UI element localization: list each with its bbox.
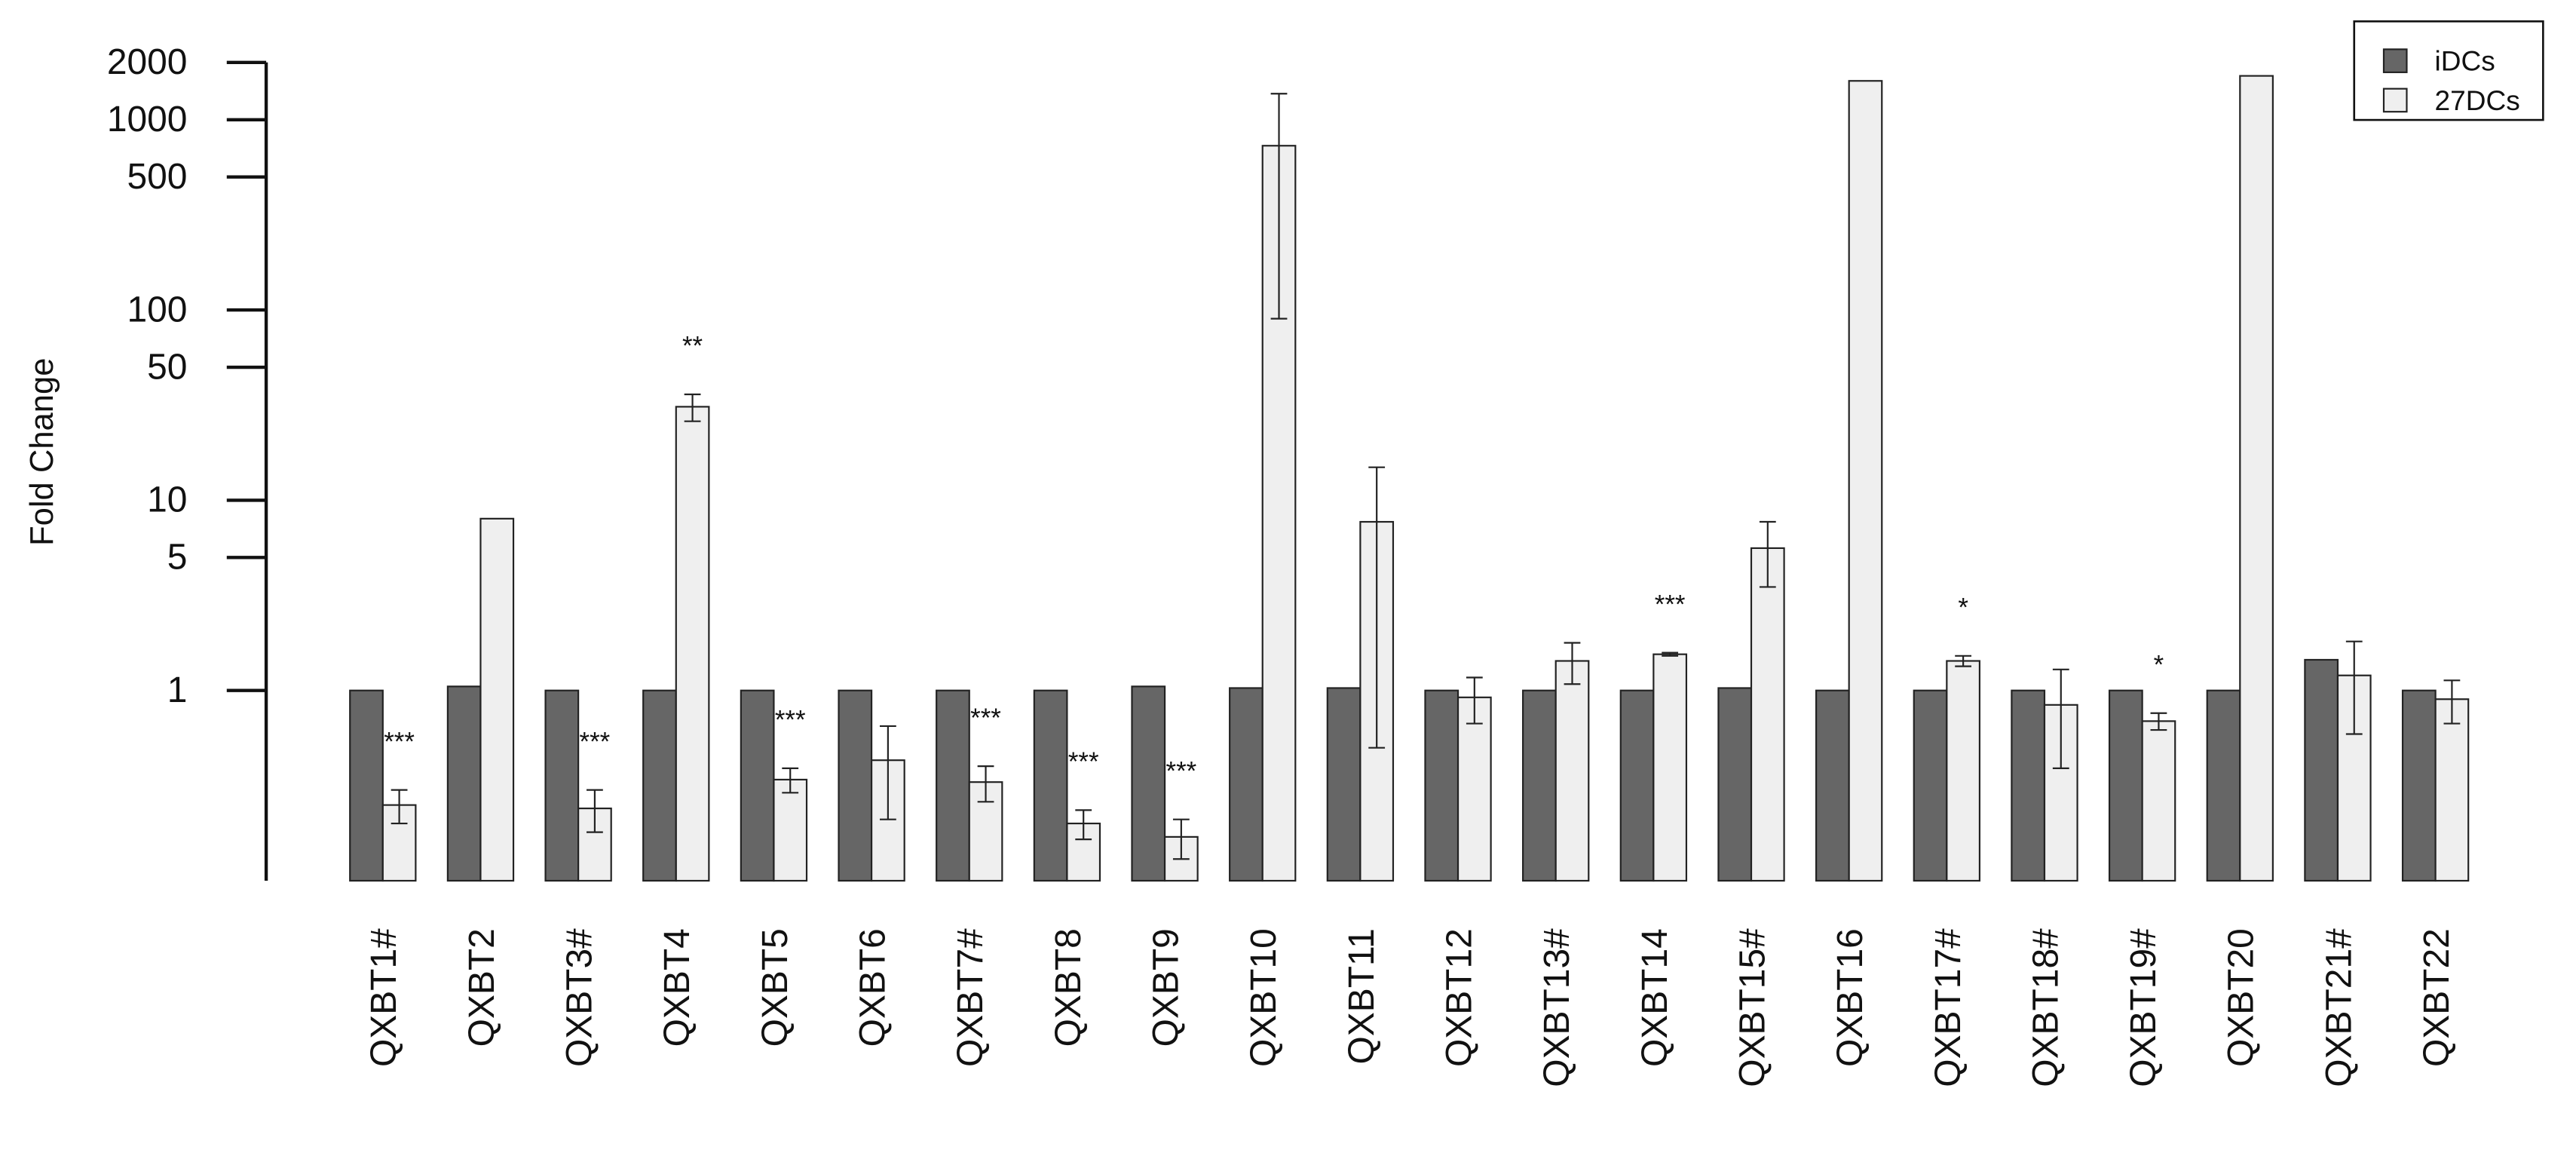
bar [2108, 689, 2143, 882]
bar [1946, 660, 1981, 882]
error-bar [1172, 818, 1190, 860]
bar [1033, 689, 1068, 882]
error-bar [1564, 642, 1581, 685]
bar [479, 517, 515, 882]
y-tick-label: 10 [147, 480, 187, 520]
x-tick-label: QXBT6 [853, 928, 893, 1047]
significance-label: ** [682, 332, 703, 361]
error-bar [2150, 712, 2167, 731]
bar [642, 689, 677, 882]
bar [1229, 687, 1263, 882]
x-tick-label: QXBT8 [1049, 928, 1089, 1047]
error-bar [977, 765, 994, 803]
bar [838, 689, 873, 882]
bar [2011, 689, 2046, 882]
significance-label: *** [580, 727, 611, 756]
significance-label: *** [1068, 747, 1099, 777]
x-tick-label: QXBT16 [1830, 928, 1870, 1067]
bar [1522, 689, 1557, 882]
error-bar [1759, 520, 1776, 588]
legend-label: 27DCs [2435, 84, 2520, 116]
x-tick-label: QXBT20 [2222, 928, 2262, 1067]
error-bar [879, 725, 896, 820]
bar [1750, 547, 1785, 882]
bar [2434, 698, 2470, 882]
bar [2206, 689, 2241, 882]
significance-label: *** [1655, 590, 1686, 619]
error-bar [782, 767, 799, 794]
bar [1913, 689, 1948, 882]
bar [1717, 687, 1753, 882]
x-tick-label: QXBT19# [2124, 928, 2164, 1087]
x-tick-label: QXBT3# [560, 928, 600, 1067]
x-tick-label: QXBT12 [1439, 928, 1479, 1067]
bar [2304, 658, 2339, 882]
error-bar [1955, 655, 1972, 667]
bar [1652, 653, 1688, 882]
y-tick-label: 100 [127, 290, 188, 330]
x-tick-label: QXBT17# [1928, 928, 1968, 1087]
error-bar [1466, 676, 1483, 725]
bar [1619, 689, 1655, 882]
y-axis-label: Fold Change [24, 357, 60, 546]
bar [1554, 660, 1590, 882]
bar [1131, 685, 1166, 882]
error-bar [2443, 679, 2461, 725]
y-tick-label: 50 [147, 347, 187, 387]
significance-label: * [1958, 593, 1968, 623]
bar [740, 689, 775, 882]
error-bar [587, 789, 603, 833]
x-tick-label: QXBT2 [462, 928, 502, 1047]
error-bar [1662, 651, 1679, 657]
bar [1815, 689, 1850, 882]
bar [544, 689, 580, 882]
bar [1456, 696, 1492, 882]
y-tick-label: 2000 [107, 42, 188, 82]
x-tick-label: QXBT11 [1342, 928, 1382, 1064]
bar [1424, 689, 1460, 882]
y-tick-label: 5 [167, 538, 188, 578]
bar [2239, 75, 2274, 882]
bar [773, 778, 808, 882]
bar [1848, 80, 1883, 882]
x-tick-label: QXBT1# [364, 928, 404, 1067]
x-tick-label: QXBT7# [951, 928, 991, 1067]
significance-label: * [2154, 650, 2164, 679]
significance-label: *** [970, 704, 1001, 733]
y-tick-label: 1 [167, 670, 188, 710]
error-bar [1075, 809, 1092, 841]
bar [2141, 720, 2176, 882]
error-bar [391, 789, 408, 825]
error-bar [1368, 466, 1386, 749]
significance-label: *** [384, 727, 415, 756]
x-tick-label: QXBT22 [2417, 928, 2457, 1067]
x-tick-label: QXBT4 [657, 928, 697, 1047]
significance-label: *** [775, 706, 806, 735]
x-tick-label: QXBT9 [1146, 928, 1186, 1047]
error-bar [2345, 640, 2363, 735]
x-tick-label: QXBT21# [2319, 928, 2359, 1087]
bar [936, 689, 970, 882]
legend-swatch [2382, 48, 2408, 73]
bar [1326, 687, 1362, 882]
x-tick-label: QXBT5 [755, 928, 795, 1047]
y-tick-label: 1000 [107, 100, 188, 139]
legend-swatch [2382, 87, 2408, 113]
y-tick-label: 500 [127, 157, 188, 197]
bar [446, 685, 482, 882]
bar [2401, 689, 2437, 882]
error-bar [1270, 93, 1288, 320]
x-tick-label: QXBT18# [2026, 928, 2066, 1087]
x-tick-label: QXBT15# [1732, 928, 1772, 1087]
x-tick-label: QXBT10 [1244, 928, 1284, 1067]
error-bar [2052, 668, 2069, 769]
error-bar [684, 393, 701, 422]
bar [675, 406, 710, 882]
x-tick-label: QXBT13# [1537, 928, 1577, 1087]
significance-label: *** [1166, 756, 1197, 786]
x-tick-label: QXBT14 [1635, 928, 1675, 1067]
legend-label: iDCs [2435, 45, 2495, 77]
bar [349, 689, 384, 882]
